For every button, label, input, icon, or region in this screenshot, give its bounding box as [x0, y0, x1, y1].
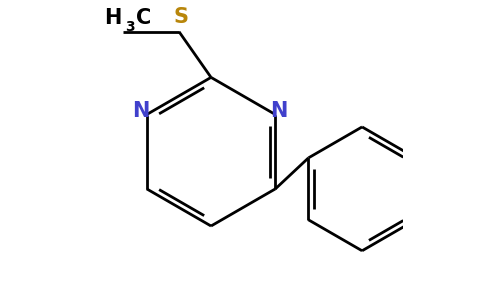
Text: N: N: [270, 101, 287, 122]
Text: H: H: [105, 8, 122, 28]
Text: 3: 3: [125, 20, 135, 34]
Text: N: N: [132, 101, 149, 122]
Text: C: C: [136, 8, 151, 28]
Text: S: S: [173, 7, 188, 27]
